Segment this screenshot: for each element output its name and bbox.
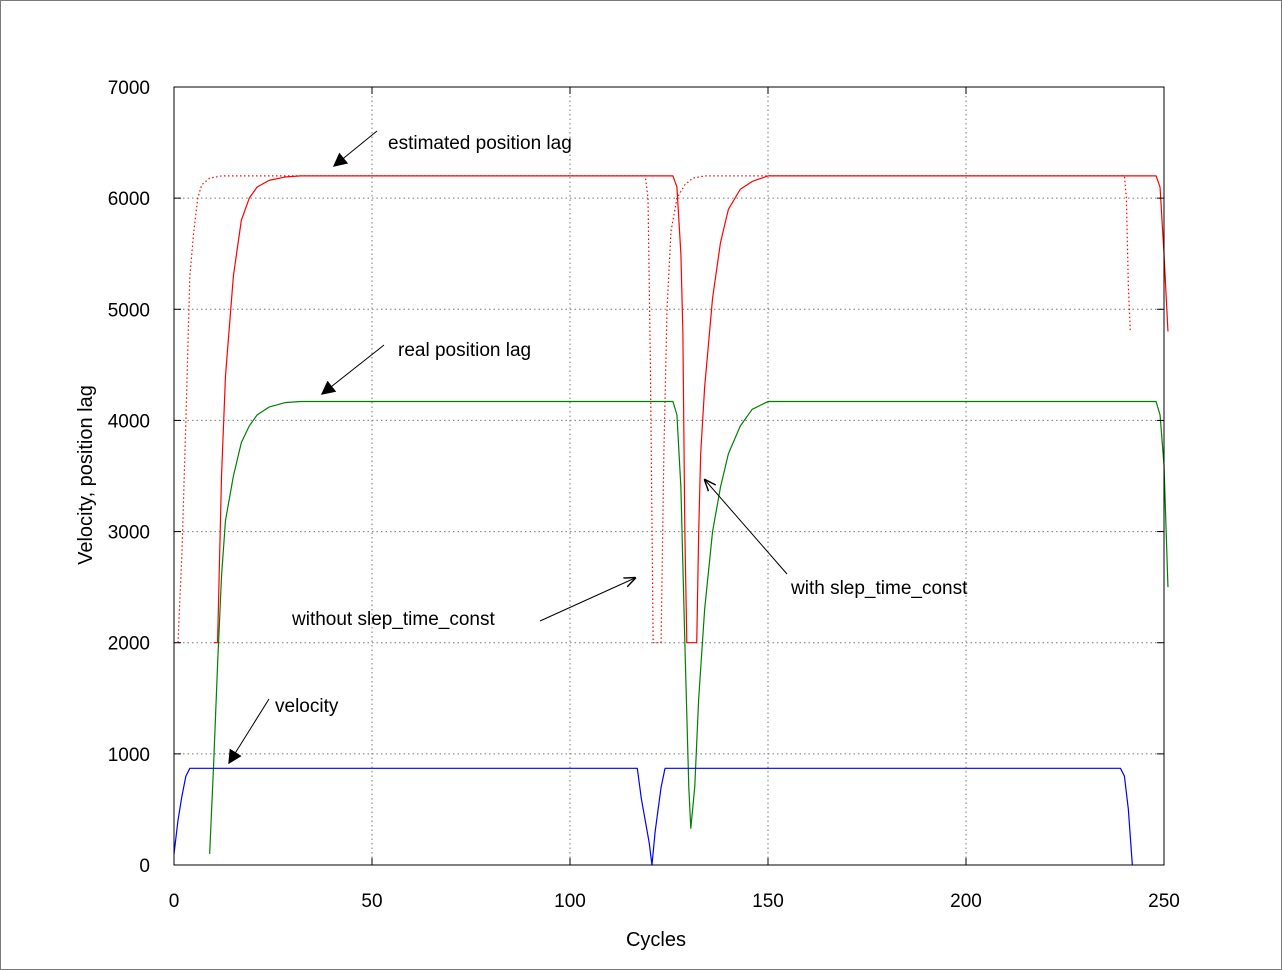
y-tick-label: 1000	[108, 745, 150, 766]
annotation-real-position-lag-arrow	[320, 344, 385, 395]
x-tick-label: 150	[752, 891, 784, 912]
x-tick-label: 100	[554, 891, 586, 912]
annotation-velocity-arrow	[228, 698, 270, 765]
series-velocity	[173, 767, 1133, 866]
y-tick-label: 2000	[108, 634, 150, 655]
series-real-lag	[209, 400, 1169, 854]
annotation-velocity-text: velocity	[275, 696, 339, 717]
annotation-estimated-position-lag-arrow	[332, 130, 378, 167]
series-layer	[173, 175, 1169, 866]
x-tick-label: 0	[169, 891, 180, 912]
x-tick-label: 50	[361, 891, 382, 912]
y-axis-label: Velocity, position lag	[75, 385, 97, 565]
annotation-estimated-position-lag-text: estimated position lag	[388, 133, 572, 154]
grid-lines	[174, 87, 1164, 865]
y-tick-label: 4000	[108, 411, 150, 432]
series-estimated-lag-solid	[213, 175, 1169, 644]
axis-ticks: 0 50 100 150 200 250 0 1000 2000 3000 4000 5000 6000…	[108, 78, 1180, 912]
annotation-without-slep-time-const-arrow	[539, 578, 635, 622]
annotation-real-position-lag: real position lag	[320, 340, 531, 395]
y-tick-label: 7000	[108, 78, 150, 99]
annotation-with-slep-time-const: with slep_time_const	[705, 480, 968, 599]
annotation-with-slep-time-const-text: with slep_time_const	[790, 578, 968, 599]
x-tick-label: 200	[950, 891, 982, 912]
x-axis-label: Cycles	[626, 929, 686, 951]
annotation-without-slep-time-const-text: without slep_time_const	[291, 609, 495, 630]
annotation-without-slep-time-const: without slep_time_const	[291, 578, 635, 630]
y-tick-label: 3000	[108, 523, 150, 544]
annotation-with-slep-time-const-arrow	[705, 480, 788, 575]
annotation-estimated-position-lag: estimated position lag	[332, 130, 572, 167]
y-tick-label: 0	[139, 856, 150, 877]
annotation-real-position-lag-text: real position lag	[398, 340, 531, 361]
y-tick-label: 6000	[108, 189, 150, 210]
series-estimated-lag-dotted	[177, 175, 1131, 644]
x-tick-label: 250	[1148, 891, 1180, 912]
plot-area-border	[173, 86, 1165, 866]
y-tick-label: 5000	[108, 300, 150, 321]
annotation-velocity: velocity	[228, 696, 339, 765]
